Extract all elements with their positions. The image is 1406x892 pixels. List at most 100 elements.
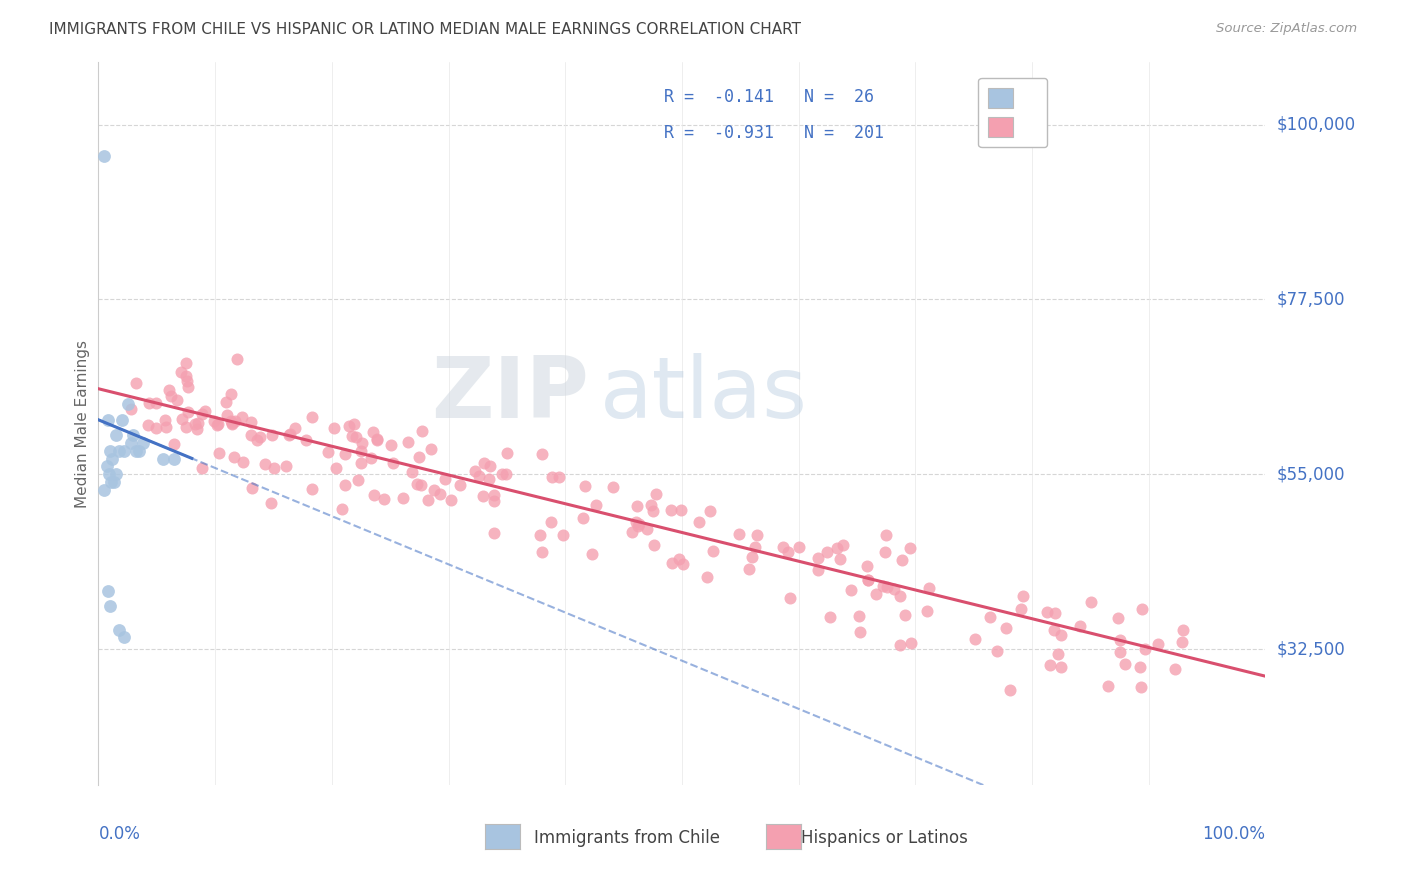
Point bbox=[93, 149, 115, 163]
Point bbox=[1170, 635, 1192, 649]
Point bbox=[883, 582, 905, 596]
Point bbox=[1036, 605, 1059, 619]
Point bbox=[177, 379, 200, 393]
Point bbox=[553, 528, 575, 542]
Point bbox=[418, 492, 440, 507]
Point bbox=[98, 599, 121, 614]
Point bbox=[108, 443, 131, 458]
Point bbox=[117, 397, 139, 411]
Point bbox=[97, 583, 120, 598]
Point bbox=[643, 538, 665, 552]
Point bbox=[152, 451, 174, 466]
Point bbox=[1050, 660, 1073, 674]
Point bbox=[640, 498, 662, 512]
Point bbox=[145, 396, 167, 410]
Point bbox=[574, 479, 596, 493]
Point bbox=[207, 417, 229, 432]
Point bbox=[865, 587, 887, 601]
Point bbox=[1046, 647, 1069, 661]
Point bbox=[1133, 641, 1156, 656]
Point bbox=[434, 472, 457, 486]
Point bbox=[602, 480, 624, 494]
Point bbox=[125, 443, 148, 458]
Point bbox=[249, 430, 271, 444]
Point bbox=[778, 544, 800, 558]
Point bbox=[889, 589, 911, 603]
Point bbox=[440, 493, 463, 508]
Point bbox=[138, 396, 160, 410]
Legend:   ,   : , bbox=[979, 78, 1047, 147]
Point bbox=[858, 573, 880, 587]
Point bbox=[1000, 683, 1022, 698]
Point bbox=[208, 446, 231, 460]
Point bbox=[239, 428, 262, 442]
Point bbox=[337, 419, 360, 434]
Point bbox=[104, 428, 127, 442]
Point bbox=[1080, 595, 1102, 609]
Point bbox=[138, 418, 160, 433]
Point bbox=[484, 526, 506, 541]
Point bbox=[540, 470, 562, 484]
Point bbox=[479, 459, 502, 474]
Text: 100.0%: 100.0% bbox=[1202, 825, 1265, 843]
Point bbox=[340, 429, 363, 443]
Text: R =  -0.141   N =  26: R = -0.141 N = 26 bbox=[665, 87, 875, 106]
Point bbox=[187, 417, 209, 431]
Point bbox=[1049, 628, 1071, 642]
Point bbox=[97, 413, 120, 427]
Point bbox=[204, 414, 226, 428]
Text: $55,000: $55,000 bbox=[1277, 466, 1346, 483]
Point bbox=[806, 550, 828, 565]
Point bbox=[1042, 623, 1064, 637]
Point bbox=[661, 556, 683, 570]
Point bbox=[1146, 637, 1168, 651]
Text: $32,500: $32,500 bbox=[1277, 640, 1346, 658]
Point bbox=[628, 517, 651, 532]
Point bbox=[191, 407, 214, 421]
Point bbox=[1129, 660, 1152, 674]
Point bbox=[108, 623, 131, 637]
Point bbox=[100, 475, 122, 489]
Point bbox=[323, 421, 346, 435]
Point bbox=[259, 496, 281, 510]
Point bbox=[347, 474, 370, 488]
Point bbox=[645, 486, 668, 500]
Point bbox=[246, 434, 269, 448]
Point bbox=[672, 558, 695, 572]
Point bbox=[624, 515, 647, 529]
Text: R =  -0.931   N =  201: R = -0.931 N = 201 bbox=[665, 124, 884, 142]
Point bbox=[1109, 632, 1132, 647]
Point bbox=[366, 432, 388, 446]
Point bbox=[112, 443, 135, 458]
Point bbox=[409, 478, 432, 492]
Point bbox=[530, 447, 553, 461]
Point bbox=[779, 591, 801, 605]
Point bbox=[222, 450, 245, 464]
Point bbox=[350, 436, 373, 450]
Point bbox=[643, 504, 665, 518]
Point bbox=[1114, 657, 1136, 671]
Point bbox=[240, 481, 263, 495]
Point bbox=[166, 392, 188, 407]
Point bbox=[1043, 607, 1066, 621]
Point bbox=[120, 436, 142, 450]
Point bbox=[688, 515, 710, 529]
Point bbox=[900, 636, 922, 650]
Point bbox=[411, 424, 433, 438]
Point bbox=[449, 478, 471, 492]
Text: Immigrants from Chile: Immigrants from Chile bbox=[534, 830, 720, 847]
Point bbox=[330, 501, 353, 516]
Point bbox=[284, 421, 307, 435]
Point bbox=[696, 570, 718, 584]
Point bbox=[278, 428, 301, 442]
Point bbox=[301, 482, 323, 496]
Point bbox=[231, 410, 253, 425]
Point bbox=[423, 483, 446, 497]
Point bbox=[104, 467, 127, 482]
Point bbox=[360, 451, 382, 466]
Point bbox=[627, 519, 650, 533]
Point bbox=[120, 402, 142, 417]
Point bbox=[1107, 611, 1129, 625]
Text: ZIP: ZIP bbox=[430, 353, 589, 436]
Text: Hispanics or Latinos: Hispanics or Latinos bbox=[801, 830, 969, 847]
